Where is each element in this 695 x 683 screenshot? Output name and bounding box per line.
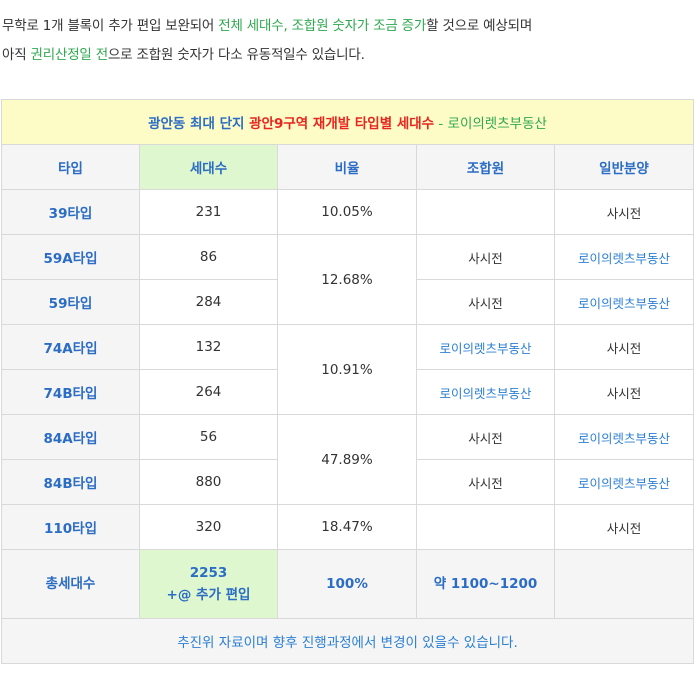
cell-general: 로이의렛츠부동산 (554, 279, 694, 325)
cell-member: 로이의렛츠부동산 (416, 324, 555, 370)
total-ratio: 100% (277, 549, 417, 619)
cell-general: 로이의렛츠부동산 (554, 234, 694, 280)
header-general: 일반분양 (554, 144, 694, 190)
table-row: 84B타입 880 사시전 로이의렛츠부동산 (1, 459, 694, 505)
caption-source: - 로이의렛츠부동산 (434, 116, 547, 132)
cell-units: 320 (139, 504, 278, 550)
cell-general: 사시전 (554, 189, 694, 235)
cell-member (416, 189, 555, 235)
cell-units: 880 (139, 459, 278, 505)
total-row: 총세대수 2253 +@ 추가 편입 100% 약 1100~1200 (1, 549, 694, 619)
cell-ratio: 10.05% (277, 189, 417, 235)
cell-type: 59타입 (1, 279, 140, 325)
intro-line-1-highlight: 전체 세대수, 조합원 숫자가 조금 증가 (218, 18, 427, 34)
cell-member (416, 504, 555, 550)
caption-project-name: 광안9구역 재개발 (249, 116, 351, 132)
intro-line-2: 아직 권리산정일 전으로 조합원 숫자가 다소 유동적일수 있습니다. (2, 41, 692, 70)
cell-units: 264 (139, 369, 278, 415)
table-row: 110타입 320 18.47% 사시전 (1, 504, 694, 550)
total-label: 총세대수 (1, 549, 140, 619)
cell-type: 59A타입 (1, 234, 140, 280)
cell-units: 56 (139, 414, 278, 460)
cell-units: 284 (139, 279, 278, 325)
cell-type: 84B타입 (1, 459, 140, 505)
intro-line-2-text-a: 아직 (2, 47, 31, 63)
cell-general: 로이의렛츠부동산 (554, 459, 694, 505)
cell-units: 231 (139, 189, 278, 235)
cell-member: 로이의렛츠부동산 (416, 369, 555, 415)
unit-type-table: 광안동 최대 단지 광안9구역 재개발 타입별 세대수 - 로이의렛츠부동산 타… (1, 99, 694, 664)
cell-units: 86 (139, 234, 278, 280)
total-units-value: 2253 (189, 565, 228, 581)
cell-type: 110타입 (1, 504, 140, 550)
intro-line-1-text-a: 무학로 1개 블록이 추가 편입 보완되어 (2, 18, 219, 34)
cell-ratio: 10.91% (277, 324, 417, 415)
cell-member: 사시전 (416, 414, 555, 460)
table-caption-row: 광안동 최대 단지 광안9구역 재개발 타입별 세대수 - 로이의렛츠부동산 (1, 99, 694, 145)
table-row: 74B타입 264 로이의렛츠부동산 사시전 (1, 369, 694, 415)
header-type: 타입 (1, 144, 140, 190)
intro-line-2-highlight: 권리산정일 전 (30, 47, 109, 63)
header-ratio: 비율 (277, 144, 417, 190)
table-caption: 광안동 최대 단지 광안9구역 재개발 타입별 세대수 - 로이의렛츠부동산 (1, 99, 694, 145)
cell-type: 39타입 (1, 189, 140, 235)
cell-type: 74B타입 (1, 369, 140, 415)
table-row: 39타입 231 10.05% 사시전 (1, 189, 694, 235)
cell-units: 132 (139, 324, 278, 370)
table-row: 74A타입 132 10.91% 로이의렛츠부동산 사시전 (1, 324, 694, 415)
cell-general: 사시전 (554, 324, 694, 370)
cell-member: 사시전 (416, 279, 555, 325)
table-header-row: 타입 세대수 비율 조합원 일반분양 (1, 144, 694, 190)
table-row: 59타입 284 사시전 로이의렛츠부동산 (1, 279, 694, 325)
table-row: 84A타입 56 47.89% 사시전 로이의렛츠부동산 (1, 414, 694, 505)
header-units: 세대수 (139, 144, 278, 190)
note-row: 추진위 자료이며 향후 진행과정에서 변경이 있을수 있습니다. (1, 618, 694, 664)
table-row: 59A타입 86 12.68% 사시전 로이의렛츠부동산 (1, 234, 694, 325)
cell-ratio: 47.89% (277, 414, 417, 505)
header-member: 조합원 (416, 144, 555, 190)
intro-line-1-text-b: 할 것으로 예상되며 (426, 18, 533, 34)
cell-type: 74A타입 (1, 324, 140, 370)
cell-member: 사시전 (416, 459, 555, 505)
total-units-extra: +@ 추가 편입 (166, 587, 251, 603)
cell-ratio: 12.68% (277, 234, 417, 325)
cell-ratio: 18.47% (277, 504, 417, 550)
cell-type: 84A타입 (1, 414, 140, 460)
total-units: 2253 +@ 추가 편입 (139, 549, 278, 619)
total-member: 약 1100~1200 (416, 549, 555, 619)
intro-text: 무학로 1개 블록이 추가 편입 보완되어 전체 세대수, 조합원 숫자가 조금… (2, 12, 692, 70)
cell-general: 사시전 (554, 504, 694, 550)
intro-line-1: 무학로 1개 블록이 추가 편입 보완되어 전체 세대수, 조합원 숫자가 조금… (2, 12, 692, 41)
table-note: 추진위 자료이며 향후 진행과정에서 변경이 있을수 있습니다. (1, 618, 694, 664)
intro-line-2-text-b: 으로 조합원 숫자가 다소 유동적일수 있습니다. (107, 47, 365, 63)
caption-subject: 타입별 세대수 (350, 116, 435, 132)
caption-complex-label: 광안동 최대 단지 (148, 116, 250, 132)
cell-general: 사시전 (554, 369, 694, 415)
total-general (554, 549, 694, 619)
cell-member: 사시전 (416, 234, 555, 280)
cell-general: 로이의렛츠부동산 (554, 414, 694, 460)
